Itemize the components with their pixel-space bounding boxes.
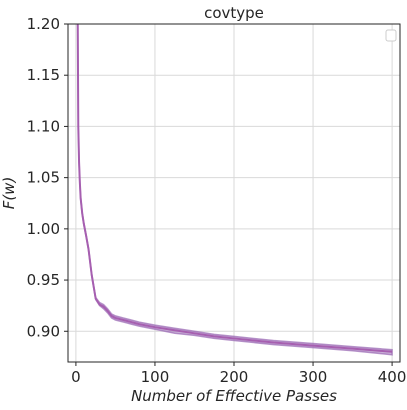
y-tick-label: 1.15 [27, 66, 60, 84]
chart-title: covtype [204, 4, 264, 22]
y-axis-ticks: 0.90 0.95 1.00 1.05 1.10 1.15 1.20 [27, 15, 68, 340]
legend-box [385, 29, 397, 42]
y-tick-label: 1.05 [27, 169, 60, 187]
x-tick-label: 300 [299, 368, 328, 386]
y-axis-title: F(w) [0, 177, 18, 210]
series-line [76, 24, 393, 353]
x-tick-label: 100 [141, 368, 170, 386]
y-tick-label: 1.00 [27, 220, 60, 238]
y-tick-label: 1.20 [27, 15, 60, 33]
x-tick-label: 400 [378, 368, 407, 386]
series-lines [76, 24, 393, 353]
x-axis-title: Number of Effective Passes [131, 387, 337, 405]
x-axis-ticks: 0 100 200 300 400 [71, 362, 406, 386]
x-tick-label: 0 [71, 368, 81, 386]
x-tick-label: 200 [220, 368, 249, 386]
y-tick-label: 1.10 [27, 117, 60, 135]
grid [68, 23, 400, 362]
y-tick-label: 0.95 [27, 271, 60, 289]
y-tick-label: 0.90 [27, 322, 60, 340]
